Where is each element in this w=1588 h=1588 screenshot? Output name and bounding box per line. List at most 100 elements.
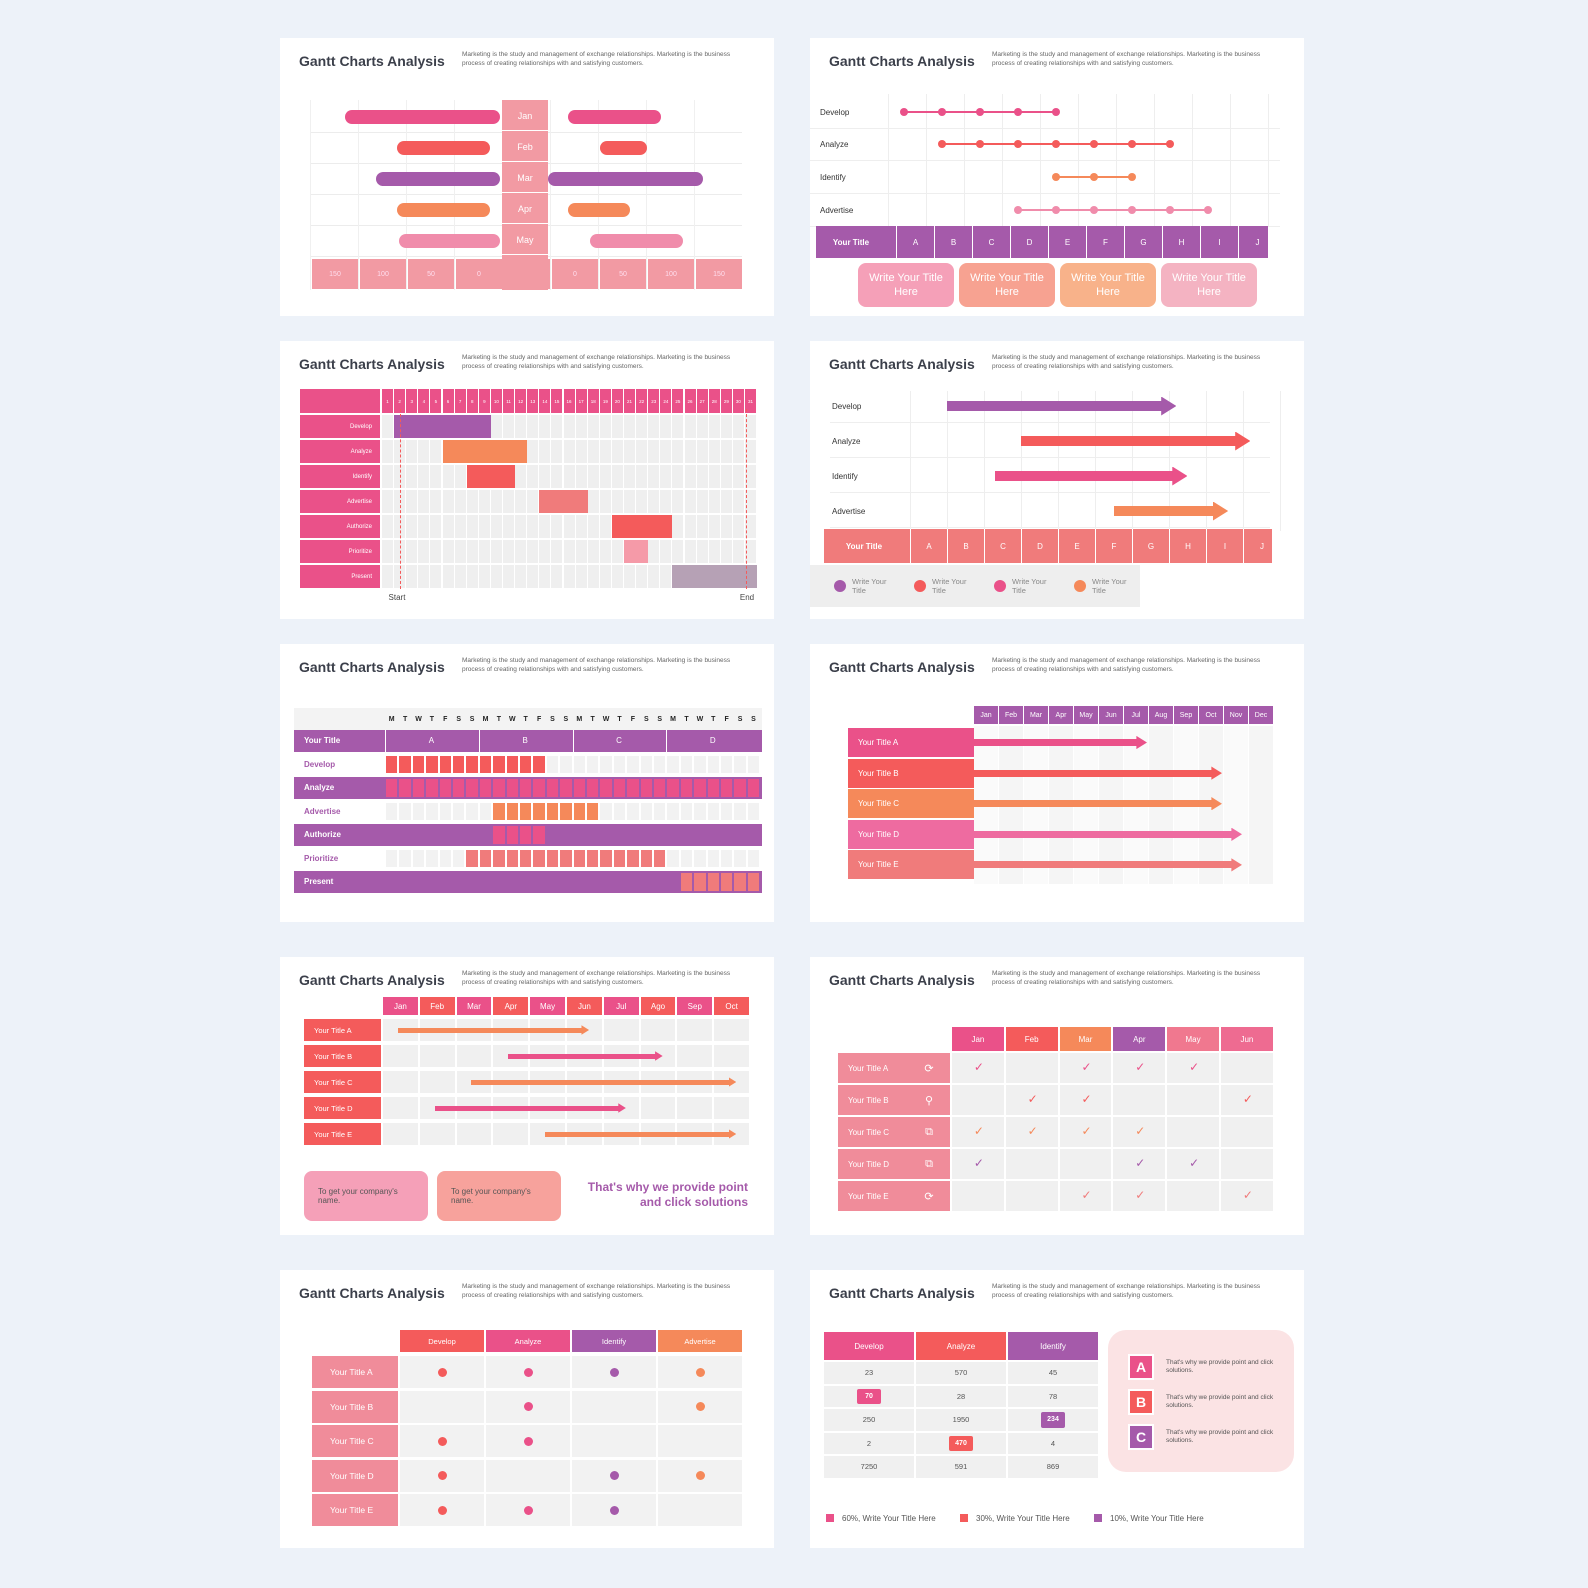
milestone-dot [1204, 206, 1212, 214]
header-title: Your Title [845, 541, 883, 551]
task-arrow [974, 735, 1147, 750]
table-value: 7250 [860, 1462, 878, 1472]
day-cell [560, 873, 572, 891]
month-label: May [1167, 1027, 1219, 1051]
day-cell [587, 755, 599, 773]
grid-cell [382, 415, 394, 438]
day-label: 31 [745, 389, 757, 413]
day-cell [479, 873, 492, 891]
grid-cell [454, 515, 466, 538]
grid-cell [490, 515, 502, 538]
left-bar [397, 141, 490, 155]
row-label: Your Title C [304, 1071, 381, 1093]
day-cell [546, 826, 559, 844]
day-cell [466, 802, 478, 820]
day-cell [694, 755, 706, 773]
row-label: Your Title E [848, 850, 974, 880]
slide-4: Gantt Charts Analysis Marketing is the s… [810, 341, 1304, 619]
grid-cell [587, 440, 599, 463]
row-label: Your Title E [312, 1494, 398, 1526]
grid-cell [551, 440, 563, 463]
slide-description: Marketing is the study and management of… [992, 657, 1261, 673]
day-label: 15 [551, 389, 563, 413]
day-cell [439, 849, 451, 867]
task-arrow-shaft [434, 1105, 619, 1111]
day-cell [386, 755, 398, 773]
task-arrow-shaft [974, 738, 1138, 746]
slide-6: Gantt Charts Analysis Marketing is the s… [810, 644, 1304, 922]
grid-cell [599, 465, 611, 488]
grid-cell [382, 465, 394, 488]
grid-cell [1167, 1181, 1219, 1211]
row-label: Advertise [832, 506, 866, 516]
grid-cell [1167, 1053, 1219, 1083]
grid-cell [382, 540, 394, 563]
status-dot [695, 1402, 705, 1411]
grid-cell [563, 540, 575, 563]
day-label: 14 [539, 389, 551, 413]
grid-cell [1008, 1385, 1098, 1407]
grid-cell [720, 490, 732, 513]
day-cell [439, 755, 451, 773]
day-cell [747, 849, 760, 867]
grid-cell [952, 1053, 1004, 1083]
day-cell [627, 826, 639, 844]
task-bar [394, 415, 491, 438]
grid-cell [575, 540, 587, 563]
check-icon: ✓ [973, 1060, 984, 1074]
grid-cell [575, 440, 587, 463]
day-cell [412, 873, 425, 891]
month-label: Feb [502, 132, 548, 162]
title-button[interactable]: Write Your Title Here [858, 263, 954, 307]
column-label: Analyze [916, 1332, 1006, 1360]
grid-cell [418, 515, 430, 538]
day-cell [426, 802, 438, 820]
external-link-icon: ⧉ [925, 1157, 933, 1170]
task-arrow-head [1231, 827, 1242, 841]
check-icon: ✓ [1027, 1124, 1038, 1138]
day-cell [560, 779, 572, 797]
day-cell [640, 826, 652, 844]
slide-description: Marketing is the study and management of… [992, 1283, 1261, 1299]
grid-cell [406, 440, 418, 463]
grid-cell [587, 465, 599, 488]
day-cell [520, 802, 532, 820]
grid-cell [708, 415, 720, 438]
month-label: Feb [419, 997, 455, 1015]
column-label: D [1021, 529, 1058, 563]
title-button[interactable]: Write Your Title Here [1060, 263, 1156, 307]
legend-dot [1074, 580, 1086, 592]
grid-cell [720, 465, 732, 488]
check-icon: ✓ [1189, 1060, 1200, 1074]
task-arrow-head [728, 1077, 737, 1087]
day-cell [520, 849, 532, 867]
check-icon: ✓ [1081, 1188, 1092, 1202]
legend-text: 60%, Write Your Title Here [842, 1513, 936, 1523]
day-cell [560, 802, 572, 820]
status-dot [695, 1367, 705, 1377]
day-cell [560, 826, 572, 844]
day-cell [399, 779, 411, 797]
day-cell [600, 849, 612, 867]
day-label: W [415, 715, 422, 723]
title-button[interactable]: Write Your Title Here [1161, 263, 1257, 307]
month-label: Sep [1174, 706, 1198, 724]
grid-cell [1005, 1149, 1058, 1179]
table-value: 470 [949, 1435, 973, 1451]
row-label: Your Title D [312, 1459, 398, 1492]
grid-cell [824, 1362, 914, 1384]
task-arrow [397, 1025, 590, 1035]
grid-cell [539, 515, 551, 538]
title-button[interactable]: Write Your Title Here [959, 263, 1055, 307]
grid-cell [624, 440, 636, 463]
column-label: Advertise [658, 1330, 742, 1352]
day-cell [479, 779, 492, 797]
grid-cell [696, 440, 708, 463]
grid-cell [575, 415, 587, 438]
day-cell [721, 802, 733, 820]
day-label: S [563, 715, 569, 723]
task-arrow-head [1211, 797, 1222, 811]
day-cell [587, 802, 599, 820]
grid-cell [454, 565, 466, 588]
day-cell [479, 755, 492, 773]
